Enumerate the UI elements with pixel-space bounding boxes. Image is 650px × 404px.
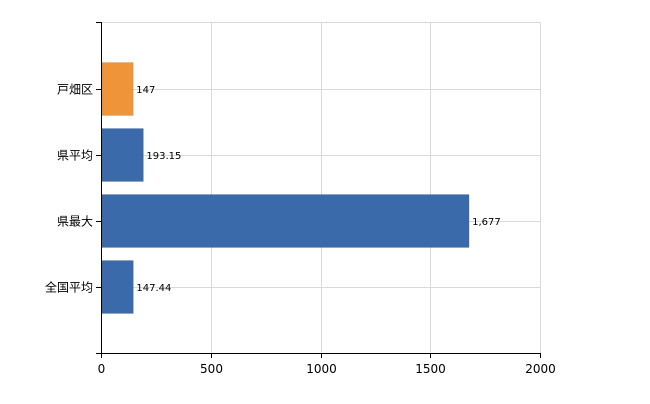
x-tick-label: 2000 <box>525 362 556 376</box>
grid-layer <box>101 22 541 353</box>
bar <box>101 260 134 314</box>
data-label: 147 <box>136 85 155 96</box>
data-label: 1,677 <box>472 217 501 228</box>
x-tick-label: 1500 <box>415 362 446 376</box>
bar <box>101 62 134 116</box>
y-tick-label: 県平均 <box>57 149 93 163</box>
bar-layer <box>101 62 470 314</box>
y-tick-label: 県最大 <box>57 215 93 229</box>
x-tick-label: 0 <box>98 362 106 376</box>
y-tick-label: 全国平均 <box>45 280 93 295</box>
data-label: 147.44 <box>136 283 171 294</box>
bar <box>101 194 470 248</box>
y-tick-label: 戸畑区 <box>57 83 93 97</box>
x-tick-label: 1000 <box>306 362 337 376</box>
axis-layer <box>96 22 541 358</box>
data-label: 193.15 <box>146 151 181 162</box>
x-tick-label: 500 <box>200 362 223 376</box>
bar <box>101 128 144 182</box>
